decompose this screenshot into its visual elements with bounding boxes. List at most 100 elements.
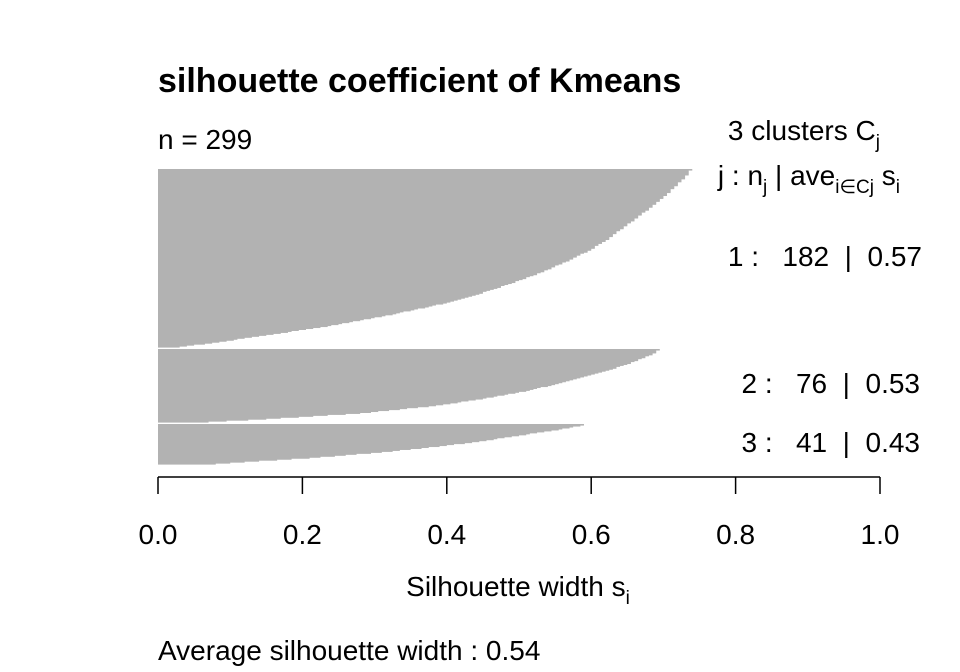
silhouette-bar — [158, 231, 617, 234]
silhouette-bar — [158, 342, 213, 344]
silhouette-bar — [158, 373, 592, 376]
col-ave-sub: i∈Cj — [835, 177, 874, 198]
silhouette-bar — [158, 381, 563, 384]
clusters-header: 3 clusters Cj — [728, 115, 880, 153]
cluster-3-bars — [158, 424, 584, 465]
silhouette-bar — [158, 373, 595, 375]
silhouette-bar — [158, 379, 570, 382]
silhouette-bar — [158, 273, 538, 276]
silhouette-bar — [158, 221, 631, 224]
silhouette-bar — [158, 325, 328, 328]
silhouette-bar — [158, 255, 577, 257]
silhouette-bar — [158, 340, 227, 342]
silhouette-bar — [158, 205, 653, 207]
silhouette-bar — [158, 448, 411, 450]
silhouette-bar — [158, 318, 364, 321]
silhouette-bar — [158, 296, 469, 298]
silhouette-bar — [158, 376, 581, 379]
silhouette-bar — [158, 283, 509, 286]
silhouette-bar — [158, 327, 314, 330]
silhouette-bar — [158, 450, 393, 452]
cluster-2-label: 2 : 76 | 0.53 — [742, 368, 921, 399]
silhouette-bar — [158, 380, 566, 383]
silhouette-bar — [158, 292, 483, 294]
silhouette-bar — [158, 179, 682, 182]
silhouette-bar — [158, 281, 516, 284]
silhouette-bar — [158, 218, 635, 221]
silhouette-bar — [158, 169, 689, 172]
silhouette-bar — [158, 331, 288, 333]
silhouette-bar — [158, 349, 660, 351]
silhouette-bar — [158, 375, 584, 378]
silhouette-bar — [158, 446, 429, 449]
silhouette-bar — [158, 252, 584, 254]
silhouette-bar — [158, 322, 343, 325]
x-tick-label: 0.0 — [139, 519, 178, 550]
silhouette-bar — [158, 386, 541, 389]
silhouette-bar — [158, 172, 689, 175]
silhouette-bar — [158, 416, 299, 418]
silhouette-bar — [158, 390, 527, 392]
silhouette-bar — [158, 209, 649, 211]
silhouette-bar — [158, 357, 642, 360]
silhouette-bar — [158, 344, 195, 346]
silhouette-bar — [158, 394, 505, 396]
silhouette-bar — [158, 243, 599, 245]
silhouette-bar — [158, 240, 606, 242]
silhouette-bar — [158, 198, 660, 200]
silhouette-bar — [158, 336, 252, 338]
silhouette-bar — [158, 274, 534, 277]
silhouette-bar — [158, 287, 498, 289]
silhouette-bar — [158, 401, 458, 404]
silhouette-bar — [158, 368, 613, 370]
silhouette-bar — [158, 350, 657, 353]
silhouette-bar — [158, 444, 447, 447]
silhouette-bar — [158, 387, 538, 389]
silhouette-bar — [158, 362, 631, 365]
silhouette-bar — [158, 238, 610, 241]
silhouette-bars — [158, 169, 693, 465]
silhouette-bar — [158, 447, 422, 449]
silhouette-bar — [158, 211, 646, 213]
silhouette-bar — [158, 266, 552, 269]
silhouette-bar — [158, 363, 628, 365]
silhouette-bar — [158, 463, 216, 465]
clusters-word: clusters — [751, 115, 847, 146]
silhouette-bar — [158, 389, 530, 391]
silhouette-bar — [158, 299, 458, 301]
col-sep: | — [775, 160, 782, 191]
silhouette-bar — [158, 181, 678, 184]
cluster-labels: 1 : 182 | 0.57 2 : 76 | 0.53 3 : 41 | 0.43 — [728, 241, 922, 458]
silhouette-bar — [158, 385, 548, 388]
silhouette-bar — [158, 438, 494, 441]
silhouette-bar — [158, 345, 187, 347]
silhouette-bar — [158, 294, 476, 296]
silhouette-bar — [158, 178, 682, 181]
silhouette-bar — [158, 356, 646, 359]
silhouette-bar — [158, 187, 675, 190]
silhouette-bar — [158, 249, 592, 251]
silhouette-bar — [158, 349, 657, 352]
n-label: n = 299 — [158, 124, 252, 155]
clusters-symbol: C — [856, 115, 876, 146]
silhouette-bar — [158, 185, 675, 188]
silhouette-bar — [158, 203, 657, 205]
silhouette-bar — [158, 366, 617, 368]
silhouette-bar — [158, 276, 527, 279]
silhouette-bar — [158, 424, 581, 427]
silhouette-bar — [158, 460, 260, 462]
silhouette-bar — [158, 369, 610, 371]
col-s: s — [882, 160, 896, 191]
silhouette-bar — [158, 245, 595, 247]
silhouette-bar — [158, 303, 436, 306]
silhouette-bar — [158, 315, 382, 318]
cluster-2-bars — [158, 349, 660, 423]
silhouette-bar — [158, 228, 621, 231]
silhouette-bar — [158, 204, 653, 206]
silhouette-bar — [158, 174, 686, 177]
silhouette-bar — [158, 433, 527, 436]
silhouette-bar — [158, 337, 245, 339]
silhouette-bar — [158, 365, 621, 367]
average-silhouette-width: Average silhouette width : 0.54 — [158, 635, 540, 666]
